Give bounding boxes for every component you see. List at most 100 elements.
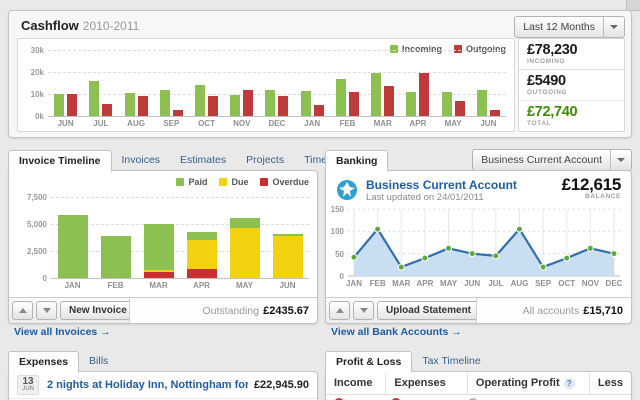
date-month: JUN [21, 386, 34, 392]
banking-area-chart [348, 208, 620, 277]
x-tick: FEB [107, 281, 124, 290]
bar-outgoing [348, 92, 359, 116]
outgoing-label: OUTGOING [527, 89, 568, 96]
x-tick: AUG [127, 119, 145, 128]
y-tick: 150 [330, 205, 344, 214]
status-dot-icon [391, 398, 401, 400]
summary-total: £72,740 TOTAL [519, 101, 624, 131]
tab-expenses[interactable]: Expenses [8, 351, 80, 373]
x-tick: JUL [488, 279, 504, 288]
column-expenses: Expenses [386, 372, 468, 394]
y-tick: 0 [42, 274, 47, 283]
triangle-up-icon [18, 308, 27, 313]
scroll-up-button[interactable] [329, 301, 350, 320]
tab-bills[interactable]: Bills [89, 355, 109, 367]
y-tick: 20k [30, 68, 44, 77]
tab-tax-timeline[interactable]: Tax Timeline [422, 355, 481, 367]
segment-overdue [186, 269, 217, 278]
x-tick: MAR [373, 119, 392, 128]
banking-toolbar: Upload Statement All accounts £15,710 [326, 297, 631, 323]
expense-description-link[interactable]: 2 nights at Holiday Inn, Nottingham for … [47, 379, 248, 391]
scroll-down-button[interactable] [36, 301, 57, 320]
x-tick: FEB [339, 119, 356, 128]
data-point [421, 254, 429, 262]
gridline [48, 116, 506, 117]
legend-incoming-label: Incoming [402, 44, 442, 54]
view-all-invoices-link[interactable]: View all Invoices → [14, 326, 111, 338]
upload-statement-button[interactable]: Upload Statement [377, 301, 481, 320]
bar-outgoing [208, 96, 219, 116]
account-name-link[interactable]: Business Current Account [366, 178, 517, 192]
bar-outgoing [384, 86, 395, 116]
x-tick: JAN [345, 279, 362, 288]
tab-invoice-timeline[interactable]: Invoice Timeline [8, 150, 112, 172]
bar-outgoing [278, 96, 289, 116]
scroll-up-button[interactable] [12, 301, 33, 320]
y-tick: 30k [30, 46, 44, 55]
cashflow-chart-card: Incoming Outgoing 0k 10k 20k 30k JUN JUL AUG SE… [17, 38, 515, 132]
bar-incoming [406, 92, 417, 116]
x-tick: SEP [163, 119, 180, 128]
pnl-row: £0 Corp. Tax [326, 395, 631, 400]
gridline [48, 94, 506, 95]
help-icon[interactable]: ? [563, 377, 575, 389]
balance-value: £12,615 [561, 175, 622, 194]
scroll-down-button[interactable] [353, 301, 374, 320]
new-invoice-button[interactable]: New Invoice [60, 301, 136, 320]
tab-invoices[interactable]: Invoices [121, 154, 161, 166]
segment-paid [229, 218, 260, 228]
expenses-panel: 13 JUN 2 nights at Holiday Inn, Nottingh… [8, 371, 318, 400]
x-tick: JUN [57, 119, 74, 128]
expenses-tabs: Expenses Bills [8, 351, 118, 373]
bar-outgoing [454, 101, 465, 116]
x-tick: MAR [392, 279, 411, 288]
corp-tax-label: Corp. Tax [597, 398, 623, 400]
x-tick: AUG [510, 279, 529, 288]
x-tick: FEB [369, 279, 386, 288]
bank-logo-icon [336, 179, 358, 201]
data-point [539, 263, 547, 271]
overdue-swatch-icon [260, 178, 269, 186]
invoice-stacked-bar [272, 234, 303, 278]
operating-profit-label: Operating Profit [475, 377, 560, 389]
y-tick: 0k [35, 112, 44, 121]
bar-incoming [89, 81, 100, 116]
chevron-down-icon[interactable] [603, 17, 624, 37]
cashflow-bar-group [471, 90, 506, 116]
tab-projects[interactable]: Projects [246, 154, 285, 166]
pnl-tabs: Profit & Loss Tax Timeline [325, 351, 491, 373]
gridline [48, 50, 506, 51]
view-all-bank-accounts-link[interactable]: View all Bank Accounts → [331, 326, 462, 338]
segment-paid [57, 215, 88, 278]
gridline [48, 72, 506, 73]
segment-due [229, 228, 260, 278]
outgoing-value: £5490 [527, 73, 566, 89]
cashflow-title-text: Cashflow [21, 18, 79, 33]
invoice-tabs: Invoice Timeline Invoices Estimates Proj… [8, 150, 358, 172]
invoice-stacked-bar [100, 236, 131, 278]
legend-overdue: Overdue [260, 177, 309, 187]
legend-due-label: Due [231, 177, 249, 187]
cashflow-bar-group [189, 85, 224, 116]
incoming-label: INCOMING [527, 58, 566, 65]
scrollbar-corner [626, 0, 640, 11]
account-dropdown[interactable]: Business Current Account [472, 149, 632, 171]
date-day: 13 [22, 376, 34, 387]
triangle-down-icon [359, 308, 368, 313]
tab-profit-loss[interactable]: Profit & Loss [325, 351, 413, 373]
segment-due [143, 270, 174, 272]
invoice-panel: Paid Due Overdue 0 2,500 5,000 7,500 JAN FEB M… [8, 170, 318, 324]
outstanding-value: £2435.67 [263, 304, 309, 317]
tab-banking[interactable]: Banking [325, 150, 389, 172]
chevron-down-icon[interactable] [610, 150, 631, 170]
x-tick: APR [416, 279, 434, 288]
account-last-updated: Last updated on 24/01/2011 [366, 192, 484, 203]
all-accounts-label: All accounts [522, 304, 580, 317]
tab-estimates[interactable]: Estimates [180, 154, 227, 166]
period-dropdown[interactable]: Last 12 Months [514, 16, 625, 38]
bar-incoming [476, 90, 487, 116]
legend-paid: Paid [176, 177, 207, 187]
cashflow-subtitle: 2010-2011 [82, 19, 140, 33]
y-tick: 10k [30, 90, 44, 99]
